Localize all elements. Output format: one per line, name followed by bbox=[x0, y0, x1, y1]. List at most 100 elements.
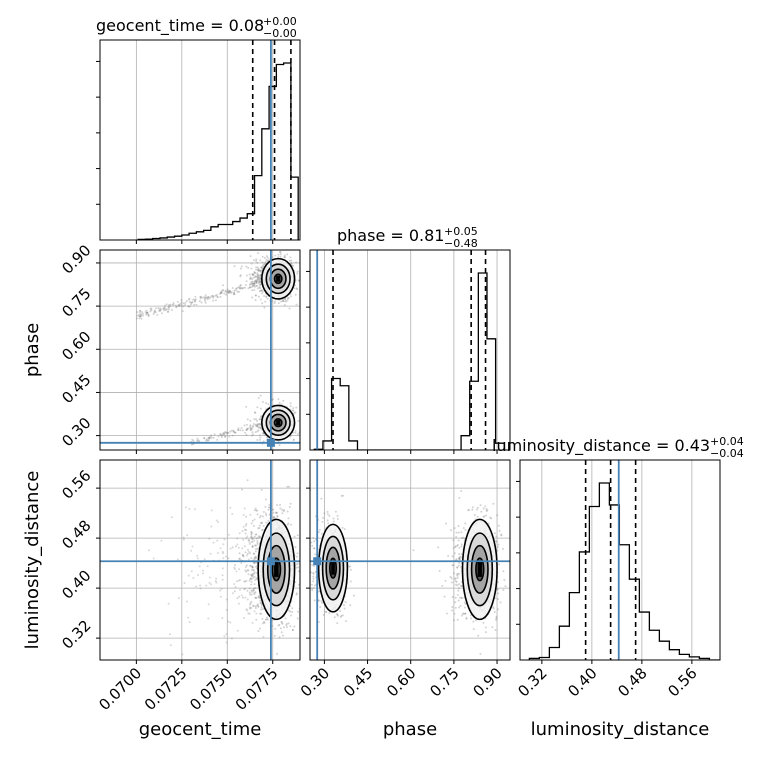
sample-point bbox=[175, 305, 178, 308]
sample-point bbox=[312, 577, 315, 580]
sample-point bbox=[251, 427, 254, 430]
sample-point bbox=[193, 299, 196, 302]
sample-point bbox=[271, 256, 274, 259]
x-tick-label-geocent-time: 0.0725 bbox=[141, 664, 191, 714]
sample-point bbox=[502, 588, 505, 591]
sample-point bbox=[456, 572, 459, 575]
sample-point bbox=[249, 428, 252, 431]
sample-point bbox=[458, 546, 461, 549]
sample-point bbox=[460, 585, 463, 588]
sample-point bbox=[455, 531, 458, 534]
sample-point bbox=[456, 566, 459, 569]
sample-point bbox=[158, 309, 161, 312]
sample-point bbox=[498, 529, 501, 532]
sample-point bbox=[231, 434, 234, 437]
sample-point bbox=[489, 516, 492, 519]
sample-point bbox=[255, 577, 258, 580]
sample-point bbox=[207, 296, 210, 299]
sample-point bbox=[221, 433, 224, 436]
sample-point bbox=[460, 545, 463, 548]
sample-point bbox=[279, 255, 282, 258]
sample-point bbox=[241, 553, 244, 556]
sample-point bbox=[259, 415, 262, 418]
sample-point bbox=[336, 514, 339, 517]
sample-point bbox=[274, 511, 277, 514]
sample-point bbox=[297, 566, 300, 569]
sample-point bbox=[265, 295, 268, 298]
sample-point bbox=[458, 606, 461, 609]
sample-point bbox=[261, 302, 264, 305]
sample-point bbox=[256, 539, 259, 542]
sample-point bbox=[259, 276, 262, 279]
sample-point bbox=[319, 605, 322, 608]
sample-point bbox=[313, 584, 316, 587]
sample-point bbox=[260, 289, 263, 292]
sample-point bbox=[241, 429, 244, 432]
sample-point bbox=[326, 510, 329, 513]
sample-point bbox=[249, 277, 252, 280]
sample-point bbox=[264, 618, 267, 621]
sample-point bbox=[325, 610, 328, 613]
sample-point bbox=[444, 522, 447, 525]
sample-point bbox=[512, 548, 514, 550]
sample-point bbox=[233, 265, 236, 268]
sample-point bbox=[231, 286, 234, 289]
y-tick-label-luminosity-distance: 0.40 bbox=[58, 566, 94, 602]
sample-point bbox=[249, 607, 252, 610]
sample-point bbox=[238, 579, 241, 582]
sample-point bbox=[258, 434, 261, 437]
sample-point bbox=[286, 253, 289, 256]
sample-point bbox=[167, 310, 170, 313]
sample-point bbox=[212, 296, 215, 299]
sample-point bbox=[246, 427, 249, 430]
sample-point bbox=[254, 586, 257, 589]
sample-point bbox=[311, 587, 314, 590]
sample-point bbox=[255, 281, 258, 284]
sample-point bbox=[177, 304, 180, 307]
sample-point bbox=[192, 298, 195, 301]
sample-point bbox=[147, 315, 150, 318]
sample-point bbox=[279, 245, 281, 247]
x-tick-label-luminosity-distance: 0.40 bbox=[564, 664, 600, 700]
sample-point bbox=[256, 287, 259, 290]
sample-point bbox=[290, 262, 293, 265]
sample-point bbox=[166, 308, 169, 311]
svg-text:phase = 0.81: phase = 0.81 bbox=[337, 226, 444, 245]
sample-point bbox=[274, 627, 277, 630]
sample-point bbox=[136, 311, 139, 314]
sample-point bbox=[500, 534, 503, 537]
sample-point bbox=[222, 557, 225, 560]
sample-point bbox=[225, 291, 228, 294]
sample-point bbox=[244, 565, 247, 568]
sample-point bbox=[249, 427, 252, 430]
sample-point bbox=[205, 439, 208, 442]
sample-point bbox=[291, 409, 294, 412]
sample-point bbox=[302, 585, 304, 587]
sample-point bbox=[458, 556, 461, 559]
sample-point bbox=[228, 289, 231, 292]
sample-point bbox=[229, 290, 232, 293]
sample-point bbox=[237, 546, 240, 549]
sample-point bbox=[227, 291, 230, 294]
sample-point bbox=[233, 292, 236, 295]
sample-point bbox=[257, 278, 260, 281]
sample-point bbox=[244, 587, 247, 590]
sample-point bbox=[221, 289, 224, 292]
sample-point bbox=[260, 606, 263, 609]
sample-point bbox=[491, 626, 494, 629]
sample-point bbox=[297, 279, 300, 282]
sample-point bbox=[248, 606, 251, 609]
sample-point bbox=[493, 532, 496, 535]
sample-point bbox=[255, 509, 258, 512]
sample-point bbox=[253, 562, 256, 565]
title-phase-minus: −0.48 bbox=[444, 237, 478, 250]
y-tick-label-phase: 0.60 bbox=[58, 328, 94, 364]
sample-point bbox=[245, 265, 248, 268]
sample-point bbox=[278, 251, 281, 254]
sample-point bbox=[212, 541, 215, 544]
sample-point bbox=[206, 439, 209, 442]
sample-point bbox=[255, 604, 258, 607]
sample-point bbox=[252, 525, 255, 528]
sample-point bbox=[344, 601, 347, 604]
sample-point bbox=[192, 577, 195, 580]
